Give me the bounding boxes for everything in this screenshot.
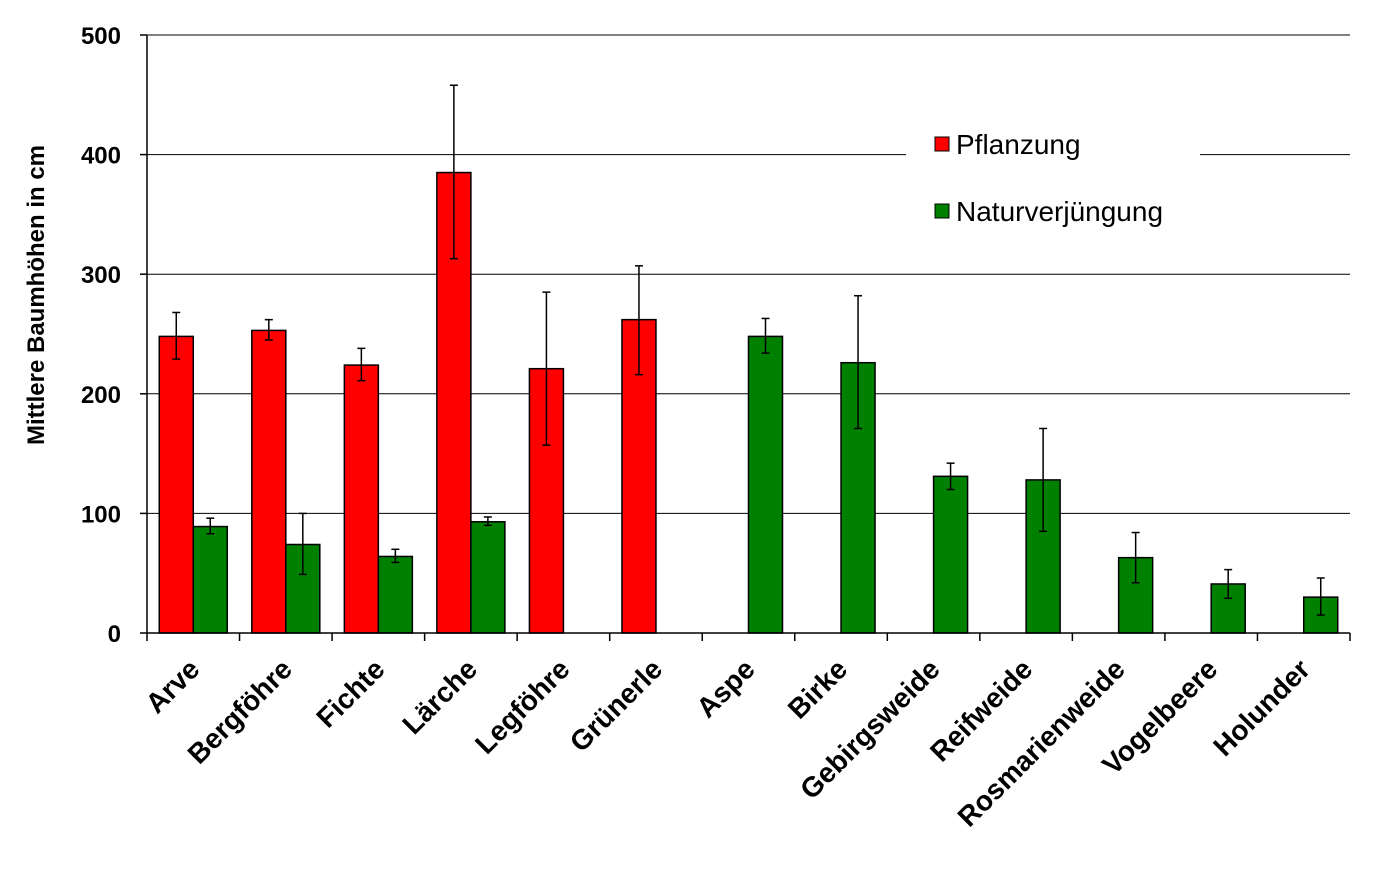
x-tick-label-3: Lärche (396, 653, 483, 740)
y-tick-label-400: 400 (81, 143, 121, 170)
legend-label-1: Naturverjüngung (956, 196, 1163, 227)
x-tick-label-6: Aspe (690, 653, 760, 723)
bars (158, 171, 1339, 634)
error-bars (172, 84, 1325, 616)
y-tick-label-100: 100 (81, 501, 121, 528)
bar-pflanzung-1 (251, 329, 287, 634)
x-tick-label-12: Holunder (1207, 653, 1316, 762)
legend: Pflanzung Naturverjüngung (934, 129, 1163, 227)
legend-swatch-1 (934, 203, 950, 219)
bar-naturverjuengung-8 (932, 475, 969, 634)
bar-naturverjuengung-6 (747, 335, 784, 634)
bar-naturverjuengung-2 (377, 555, 414, 634)
bar-pflanzung-2 (343, 364, 380, 634)
bar-pflanzung-0 (158, 335, 195, 634)
y-tick-label-200: 200 (81, 382, 121, 409)
x-tick-label-10: Rosmarienweide (952, 653, 1131, 832)
x-tick-label-2: Fichte (310, 653, 390, 733)
y-tick-labels: 0 100 200 300 400 500 (81, 23, 121, 648)
y-tick-label-500: 500 (81, 23, 121, 50)
bar-naturverjuengung-0 (192, 525, 229, 634)
legend-label-0: Pflanzung (956, 129, 1081, 160)
x-tick-label-4: Legföhre (469, 653, 576, 760)
axes (140, 34, 1351, 641)
x-tick-label-7: Birke (782, 653, 853, 724)
y-tick-label-0: 0 (108, 621, 121, 648)
y-axis-label: Mittlere Baumhöhen in cm (23, 145, 50, 445)
bar-naturverjuengung-3 (470, 521, 506, 634)
x-tick-label-0: Arve (140, 653, 206, 719)
x-tick-label-5: Grünerle (564, 653, 668, 757)
legend-swatch-0 (934, 136, 950, 152)
y-tick-label-300: 300 (81, 262, 121, 289)
